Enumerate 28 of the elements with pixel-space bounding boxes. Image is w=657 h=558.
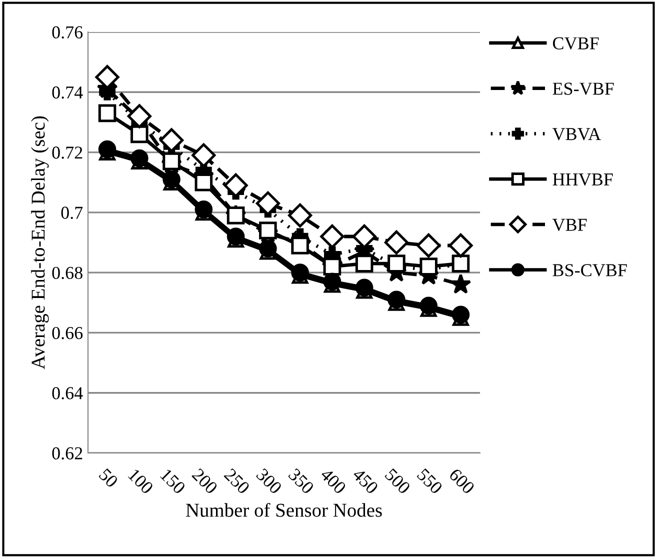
- legend-label: VBVA: [552, 128, 601, 140]
- x-tick-label: 300: [256, 468, 282, 495]
- x-tick-label: 250: [224, 468, 250, 495]
- legend-label: ES-VBF: [552, 82, 614, 95]
- legend-label: CVBF: [552, 37, 599, 50]
- x-tick-label: 400: [320, 468, 347, 495]
- y-tick-label: 0.66: [52, 326, 83, 340]
- y-axis-title: Average End-to-End Delay (sec): [31, 116, 49, 370]
- y-tick-label: 0.64: [52, 387, 83, 400]
- x-tick-label: 500: [384, 468, 411, 495]
- y-tick-label: 0.68: [52, 266, 82, 280]
- y-tick-label: 0.72: [52, 146, 82, 159]
- y-tick-label: 0.7: [61, 206, 83, 219]
- legend-label: BS-CVBF: [552, 264, 627, 276]
- x-tick-label: 50: [98, 468, 119, 488]
- y-tick-label: 0.74: [52, 86, 83, 99]
- x-axis-title: Number of Sensor Nodes: [186, 502, 382, 517]
- x-tick-label: 350: [288, 468, 315, 495]
- legend-label: HHVBF: [552, 174, 613, 186]
- x-tick-label: 150: [160, 468, 186, 495]
- y-tick-label: 0.62: [52, 447, 82, 460]
- x-tick-label: 600: [448, 468, 476, 495]
- x-tick-label: 100: [128, 468, 154, 495]
- y-tick-label: 0.76: [52, 26, 83, 39]
- x-tick-label: 550: [416, 468, 444, 495]
- x-tick-label: 200: [191, 468, 218, 495]
- legend-label: VBF: [552, 218, 587, 232]
- x-tick-label: 450: [352, 468, 379, 495]
